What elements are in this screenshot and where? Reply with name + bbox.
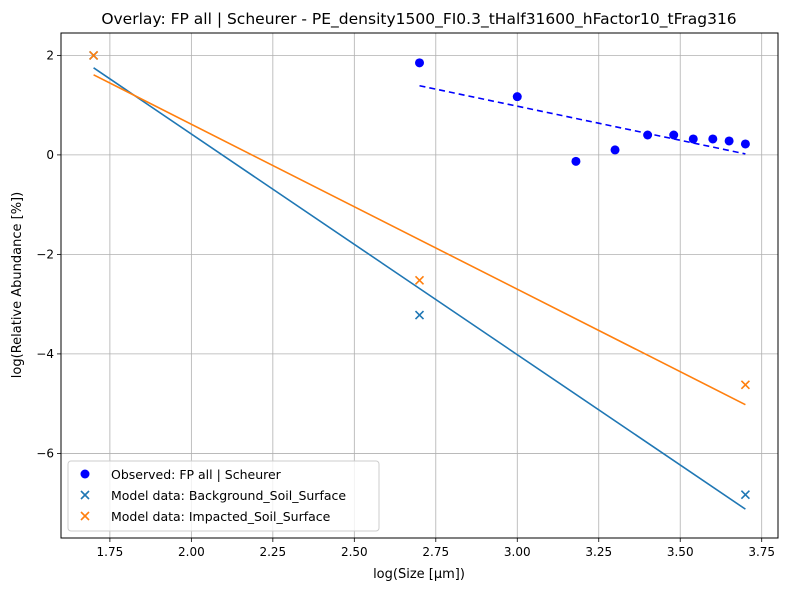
legend-marker-observed bbox=[80, 469, 90, 479]
data-point bbox=[740, 380, 750, 390]
data-point-stroke bbox=[414, 310, 425, 320]
data-point bbox=[688, 134, 698, 144]
data-point bbox=[708, 134, 718, 144]
x-tick-label: 2.75 bbox=[422, 545, 449, 559]
x-tick-label: 2.50 bbox=[341, 545, 368, 559]
data-point bbox=[89, 50, 99, 60]
data-point-stroke bbox=[89, 50, 99, 60]
x-tick-label: 3.50 bbox=[667, 545, 694, 559]
chart-title: Overlay: FP all | Scheurer - PE_density1… bbox=[101, 10, 736, 29]
y-tick-label: −2 bbox=[36, 247, 54, 261]
legend-marker-background bbox=[80, 490, 90, 500]
data-point bbox=[669, 130, 679, 140]
legend-marker-impacted bbox=[80, 511, 90, 521]
fit-lines bbox=[93, 67, 746, 510]
data-point bbox=[414, 310, 425, 320]
data-point bbox=[724, 136, 734, 146]
grid bbox=[61, 33, 778, 538]
data-point bbox=[512, 92, 522, 102]
y-axis-ticks: 2 0 −2 −4 −6 bbox=[36, 48, 61, 460]
legend-label-impacted: Model data: Impacted_Soil_Surface bbox=[111, 509, 331, 524]
data-point bbox=[643, 130, 653, 140]
data-marks bbox=[89, 50, 750, 500]
data-point bbox=[740, 139, 750, 149]
data-point bbox=[740, 490, 750, 500]
x-tick-label: 3.75 bbox=[748, 545, 775, 559]
x-tick-label: 3.00 bbox=[504, 545, 531, 559]
x-tick-label: 3.25 bbox=[585, 545, 612, 559]
data-point bbox=[610, 145, 620, 155]
legend-box bbox=[67, 460, 380, 532]
data-point bbox=[571, 156, 581, 166]
y-axis-label: log(Relative Abundance [%]) bbox=[10, 192, 25, 378]
legend-label-background: Model data: Background_Soil_Surface bbox=[111, 488, 346, 503]
legend: Observed: FP all | Scheurer Model data: … bbox=[67, 460, 380, 532]
fit-line bbox=[93, 74, 746, 406]
fit-line bbox=[93, 67, 746, 510]
x-axis-label: log(Size [µm]) bbox=[373, 567, 465, 582]
x-tick-label: 2.25 bbox=[259, 545, 286, 559]
y-tick-label: 0 bbox=[46, 148, 54, 162]
x-tick-label: 1.75 bbox=[97, 545, 124, 559]
data-point bbox=[414, 275, 425, 285]
data-point-stroke bbox=[740, 380, 750, 390]
legend-label-observed: Observed: FP all | Scheurer bbox=[111, 467, 282, 482]
plot-frame bbox=[60, 32, 779, 539]
y-tick-label: −6 bbox=[36, 446, 54, 460]
data-point bbox=[415, 58, 424, 68]
x-tick-label: 2.00 bbox=[178, 545, 205, 559]
y-tick-label: −4 bbox=[36, 347, 54, 361]
data-point-stroke bbox=[414, 275, 425, 285]
y-tick-label: 2 bbox=[46, 48, 54, 62]
fit-line bbox=[419, 84, 746, 155]
x-axis-ticks: 1.75 2.00 2.25 2.50 2.75 3.00 3.25 3.50 3.75 bbox=[97, 538, 775, 559]
data-point-stroke bbox=[740, 490, 750, 500]
